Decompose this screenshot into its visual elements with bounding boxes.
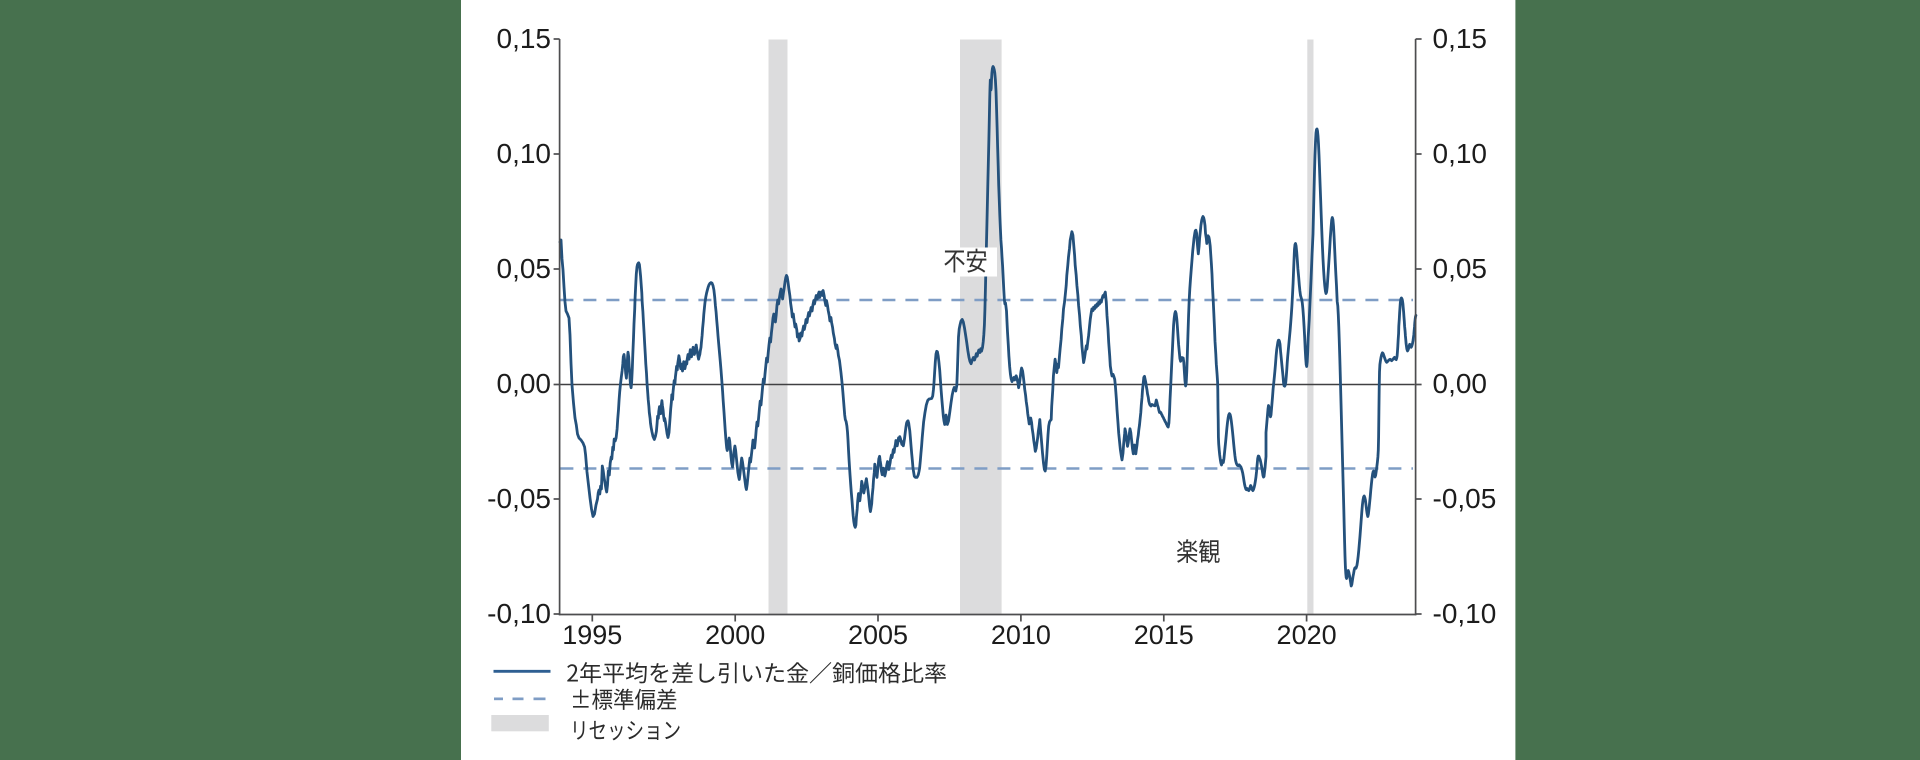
svg-text:0,00: 0,00: [497, 368, 552, 399]
svg-text:0,15: 0,15: [1433, 23, 1488, 54]
svg-text:-0,05: -0,05: [487, 483, 551, 514]
svg-text:-0,05: -0,05: [1433, 483, 1497, 514]
svg-text:-0,10: -0,10: [1433, 598, 1497, 629]
svg-text:2010: 2010: [991, 620, 1051, 650]
svg-text:2015: 2015: [1134, 620, 1194, 650]
svg-text:1995: 1995: [562, 620, 622, 650]
svg-text:0,00: 0,00: [1433, 368, 1488, 399]
svg-text:0,10: 0,10: [497, 138, 552, 169]
svg-text:2005: 2005: [848, 620, 908, 650]
svg-text:0,05: 0,05: [497, 253, 552, 284]
svg-text:-0,10: -0,10: [487, 598, 551, 629]
svg-text:0,05: 0,05: [1433, 253, 1488, 284]
svg-text:0,10: 0,10: [1433, 138, 1488, 169]
svg-text:2020: 2020: [1277, 620, 1337, 650]
svg-text:0,15: 0,15: [497, 23, 552, 54]
svg-text:2000: 2000: [705, 620, 765, 650]
